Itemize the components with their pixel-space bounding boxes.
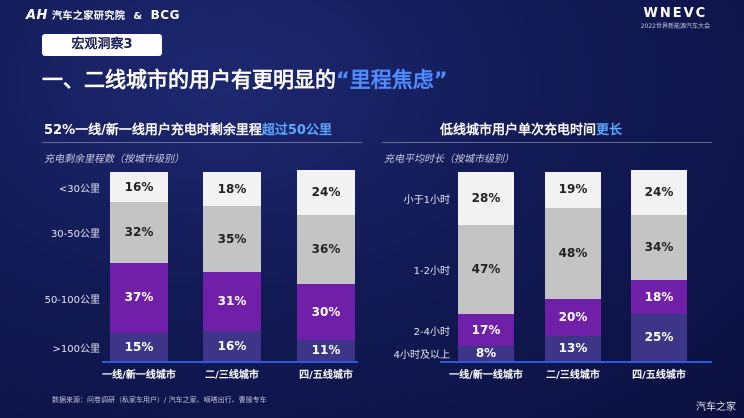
bcg-logo: BCG [150,8,180,22]
left-chart-subtitle: 52%一线/新一线用户充电时剩余里程超过50公里 [44,119,332,138]
bar-segment: 11% [297,340,355,361]
bar-segment: 18% [203,172,261,207]
bar-segment: 35% [203,206,261,273]
bar-segment: 24% [631,170,687,216]
data-source-note: 数据来源：问卷调研（私家车用户）/ 汽车之家、嘀嗒出行、曹操专车 [52,396,267,404]
left-subtitle-text: 52%一线/新一线用户充电时剩余里程 [44,123,262,138]
wnevc-logo-text: WNEVC [643,6,708,21]
autohome-logo-text: 汽车之家研究院 [51,11,126,22]
page-title-highlight: “里程焦虑” [336,68,448,92]
bar-segment: 28% [458,172,514,225]
right-subtitle-text: 低线城市用户单次充电时间 [440,123,597,138]
series-row-label: 2-4小时 [413,326,450,338]
right-chart-unit: 充电平均时长（按城市级别） [384,154,514,165]
bar-segment: 16% [203,330,261,361]
bar-segment: 16% [110,172,168,203]
bar-segment: 48% [545,207,601,299]
left-chart-unit: 充电剩余里程数（按城市级别） [44,154,184,165]
bar-segment: 18% [631,279,687,314]
bar-segment: 31% [203,272,261,331]
left-chart-baseline [102,361,358,363]
bar-segment: 30% [297,283,355,341]
page-title-prefix: 一、二线城市的用户有更明显的 [42,68,336,92]
bar-segment: 24% [297,170,355,216]
bar-segment: 37% [110,262,168,333]
page-title: 一、二线城市的用户有更明显的“里程焦虑” [42,64,448,94]
category-label: 二/三线城市 [546,370,600,381]
bar-segment: 17% [458,313,514,346]
series-row-label: 1-2小时 [413,266,450,278]
wnevc-logo-subtext: 2022世界新能源汽车大会 [640,23,710,30]
left-divider [42,142,362,143]
bar-segment: 13% [545,336,601,361]
series-row-label: >100公里 [52,343,100,355]
series-row-label: 小于1小时 [403,195,450,207]
category-label: 一线/新一线城市 [102,370,176,381]
left-subtitle-highlight: 超过50公里 [261,123,332,138]
bar-segment: 19% [545,172,601,208]
right-divider [382,142,712,143]
autohome-research-logo: AH 汽车之家研究院 & BCG [26,7,180,23]
category-label: 一线/新一线城市 [449,370,523,381]
bar-segment: 34% [631,215,687,280]
series-row-label: <30公里 [58,184,100,196]
right-chart-baseline [440,361,712,363]
section-tag: 宏观洞察3 [42,34,162,56]
series-row-label: 4小时及以上 [393,350,450,362]
autohome-brand: 汽车之家 [696,402,736,413]
bar-segment: 36% [297,215,355,284]
series-row-label: 30-50公里 [50,229,100,241]
category-label: 二/三线城市 [205,370,259,381]
category-label: 四/五线城市 [299,370,353,381]
wnevc-logo: WNEVC 2022世界新能源汽车大会 [641,6,710,30]
series-row-label: 50-100公里 [44,294,100,306]
category-label: 四/五线城市 [632,370,686,381]
bar-segment: 20% [545,298,601,337]
bar-segment: 8% [458,345,514,361]
ampersand: & [133,11,143,22]
right-subtitle-highlight: 更长 [596,123,623,138]
autohome-mark-icon: AH [26,8,48,23]
bar-segment: 15% [110,332,168,361]
bar-segment: 25% [631,313,687,361]
bar-segment: 32% [110,202,168,263]
bar-segment: 47% [458,224,514,314]
right-chart-subtitle: 低线城市用户单次充电时间更长 [440,119,622,138]
